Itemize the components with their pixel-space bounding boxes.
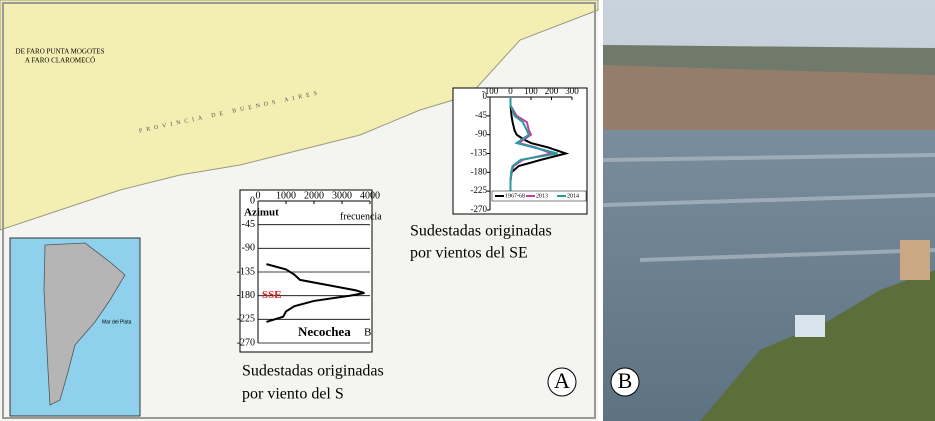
x-tick-label: 0 [256, 190, 261, 201]
y-tick-label: -180 [237, 290, 255, 301]
legend [491, 190, 587, 202]
x-tick-label: 100 [524, 86, 538, 96]
necochea-chart: 0 -45 -90 -135 -180 -225 -270 0 1000 2000 3000 4000… [237, 189, 382, 353]
y-tick-label: 0 [483, 91, 488, 101]
caption: por vientos del SE [410, 245, 528, 262]
inset-map: Mar del Plata [9, 237, 141, 417]
y-tick-label: -45 [475, 110, 487, 120]
x-tick-label: 4000 [360, 190, 380, 201]
y-tick-label: -270 [237, 337, 255, 348]
x-tick-label: 1000 [276, 190, 296, 201]
legend-label: 1967-68 [505, 193, 525, 199]
series-line [509, 97, 558, 192]
annotation: Necochea [298, 324, 351, 339]
y-axis-label: Azimut [244, 207, 279, 219]
y-tick-label: -180 [471, 166, 488, 176]
caption: Sudestadas originadas [242, 363, 384, 380]
series-line [266, 263, 365, 323]
y-tick-label: -270 [471, 204, 488, 214]
y-tick-label: -135 [471, 148, 488, 158]
panel-label: B [618, 368, 633, 393]
legend-label: 2013 [536, 193, 548, 199]
y-tick-label: -90 [242, 243, 255, 254]
y-tick-label: -90 [475, 129, 487, 139]
annotation: B [364, 327, 371, 339]
x-tick-label: 2000 [304, 190, 324, 201]
x-tick-label: 0 [508, 86, 513, 96]
x-axis-label: frecuencia [340, 211, 382, 222]
legend-label: 2014 [567, 193, 579, 199]
y-tick-label: 0 [250, 195, 255, 206]
y-tick-label: -135 [237, 266, 255, 277]
series-line [509, 97, 570, 192]
map-title: DE FARO PUNTA MOGOTES [16, 48, 105, 56]
inset-label: Mar del Plata [102, 319, 132, 325]
panel-badge [610, 367, 640, 397]
x-tick-label: 200 [545, 86, 559, 96]
annotation: SSE [262, 289, 282, 301]
panel-label: A [554, 368, 570, 393]
caption: Sudestadas originadas [410, 223, 552, 240]
se-chart: 0-45-90-135-180-225-270-100 0 100 200 300196… [452, 86, 588, 215]
y-tick-label: -45 [242, 219, 255, 230]
x-tick-label: -100 [482, 86, 499, 96]
panel-badge [547, 367, 577, 397]
x-tick-label: 300 [565, 86, 579, 96]
y-tick-label: -225 [237, 314, 255, 325]
x-tick-label: 3000 [332, 190, 352, 201]
map-title: A FARO CLAROMECÓ [25, 57, 95, 65]
y-tick-label: -225 [471, 185, 488, 195]
photo [602, 0, 935, 421]
caption: por viento del S [242, 386, 344, 403]
